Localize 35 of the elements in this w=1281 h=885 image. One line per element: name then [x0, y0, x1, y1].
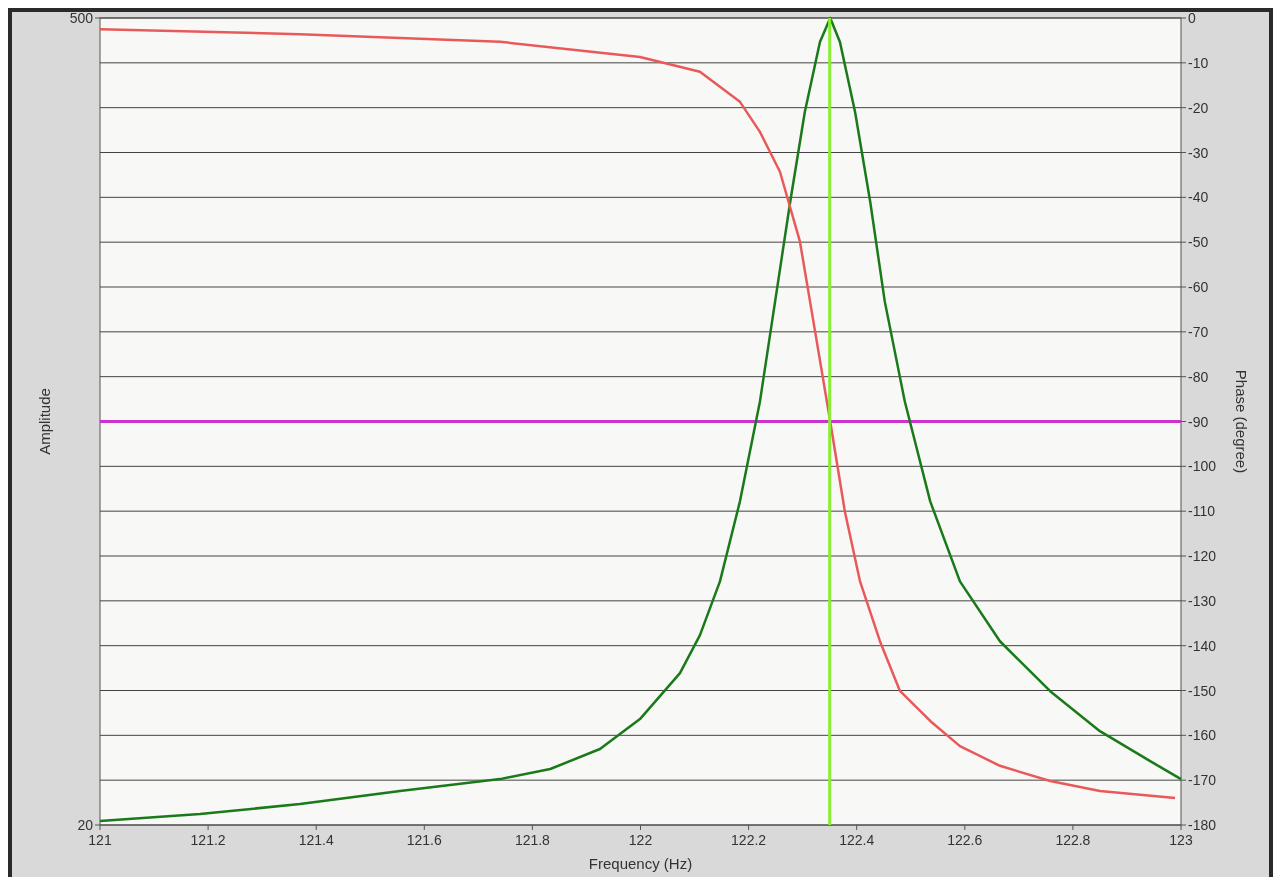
y2-tick-label: -60 [1188, 279, 1209, 295]
x-tick-label: 121.4 [298, 832, 334, 848]
y2-tick-label: -10 [1188, 54, 1209, 71]
y2-tick-label: -150 [1188, 682, 1217, 699]
y2-tick-label: -30 [1188, 144, 1209, 161]
y2-tick-label: -50 [1188, 234, 1209, 251]
y2-tick-label: -160 [1188, 727, 1217, 744]
y2-tick-label: -100 [1188, 458, 1217, 475]
x-tick-label: 121.8 [514, 832, 551, 848]
y-axis-title: Amplitude [36, 388, 53, 455]
y2-tick-label: -80 [1188, 368, 1209, 385]
y2-tick-label: -180 [1188, 817, 1217, 833]
y2-tick-label: -140 [1188, 637, 1217, 654]
y2-tick-label: -130 [1188, 592, 1217, 609]
y2-axis-title: Phase (degree) [1233, 369, 1250, 474]
y-tick-label: 20 [77, 817, 94, 833]
y-tick-label: 500 [69, 10, 94, 26]
x-tick-label: 122.6 [947, 832, 983, 848]
y2-tick-label: -40 [1188, 189, 1209, 206]
y2-tick-label: 0 [1188, 10, 1196, 26]
y2-tick-label: -110 [1188, 503, 1216, 520]
x-tick-label: 121 [88, 832, 112, 848]
y2-tick-label: -90 [1188, 413, 1209, 430]
y2-tick-label: -20 [1188, 99, 1209, 116]
x-tick-label: 123 [1169, 832, 1193, 848]
y2-tick-label: -120 [1188, 548, 1217, 564]
x-tick-label: 122.4 [839, 832, 875, 848]
x-tick-label: 122 [628, 832, 653, 848]
x-tick-label: 121.6 [406, 832, 443, 848]
x-tick-label: 122.2 [731, 832, 767, 848]
x-tick-label: 122.8 [1055, 832, 1091, 848]
y2-tick-label: -170 [1188, 772, 1217, 789]
y2-tick-label: -70 [1188, 323, 1209, 340]
x-axis-title: Frequency (Hz) [588, 855, 693, 872]
x-tick-label: 121.2 [190, 832, 226, 848]
